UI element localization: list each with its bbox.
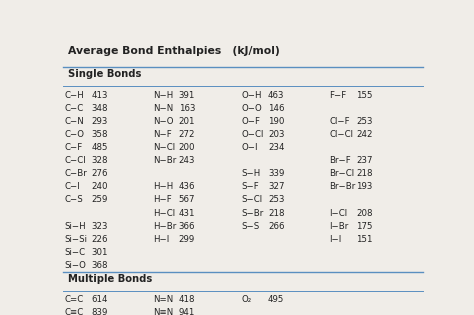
Text: 391: 391 xyxy=(179,91,195,100)
Text: 253: 253 xyxy=(356,117,373,126)
Text: 193: 193 xyxy=(356,182,373,191)
Text: 941: 941 xyxy=(179,308,195,315)
Text: 163: 163 xyxy=(179,104,195,113)
Text: 242: 242 xyxy=(356,130,373,139)
Text: 839: 839 xyxy=(91,308,108,315)
Text: Multiple Bonds: Multiple Bonds xyxy=(68,273,153,284)
Text: 328: 328 xyxy=(91,156,108,165)
Text: H−H: H−H xyxy=(153,182,173,191)
Text: 218: 218 xyxy=(356,169,373,178)
Text: 234: 234 xyxy=(268,143,284,152)
Text: I−I: I−I xyxy=(329,235,341,244)
Text: I−Cl: I−Cl xyxy=(329,209,347,218)
Text: 243: 243 xyxy=(179,156,195,165)
Text: 155: 155 xyxy=(356,91,373,100)
Text: N−H: N−H xyxy=(153,91,173,100)
Text: S−Cl: S−Cl xyxy=(241,195,262,204)
Text: 200: 200 xyxy=(179,143,195,152)
Text: 614: 614 xyxy=(91,295,108,304)
Text: O₂: O₂ xyxy=(241,295,251,304)
Text: C=C: C=C xyxy=(65,295,84,304)
Text: 175: 175 xyxy=(356,222,373,231)
Text: 327: 327 xyxy=(268,182,284,191)
Text: 237: 237 xyxy=(356,156,373,165)
Text: S−Br: S−Br xyxy=(241,209,264,218)
Text: Br−Br: Br−Br xyxy=(329,182,356,191)
Text: 208: 208 xyxy=(356,209,373,218)
Text: H−F: H−F xyxy=(153,195,172,204)
Text: Br−Cl: Br−Cl xyxy=(329,169,355,178)
Text: N−F: N−F xyxy=(153,130,172,139)
Text: H−Br: H−Br xyxy=(153,222,176,231)
Text: 190: 190 xyxy=(268,117,284,126)
Text: 463: 463 xyxy=(268,91,284,100)
Text: I−Br: I−Br xyxy=(329,222,348,231)
Text: Si−O: Si−O xyxy=(65,261,87,270)
Text: C−Cl: C−Cl xyxy=(65,156,86,165)
Text: O−F: O−F xyxy=(241,117,260,126)
Text: C−H: C−H xyxy=(65,91,84,100)
Text: S−H: S−H xyxy=(241,169,260,178)
Text: N−N: N−N xyxy=(153,104,173,113)
Text: 272: 272 xyxy=(179,130,195,139)
Text: Cl−F: Cl−F xyxy=(329,117,350,126)
Text: N=N: N=N xyxy=(153,295,173,304)
Text: Br−F: Br−F xyxy=(329,156,351,165)
Text: S−F: S−F xyxy=(241,182,259,191)
Text: 323: 323 xyxy=(91,222,108,231)
Text: C−Br: C−Br xyxy=(65,169,88,178)
Text: 567: 567 xyxy=(179,195,195,204)
Text: C−S: C−S xyxy=(65,195,83,204)
Text: C−I: C−I xyxy=(65,182,81,191)
Text: 418: 418 xyxy=(179,295,195,304)
Text: Si−Si: Si−Si xyxy=(65,235,88,244)
Text: S−S: S−S xyxy=(241,222,259,231)
Text: Average Bond Enthalpies   (kJ/mol): Average Bond Enthalpies (kJ/mol) xyxy=(68,46,280,56)
Text: 146: 146 xyxy=(268,104,284,113)
Text: Si−H: Si−H xyxy=(65,222,86,231)
Text: 226: 226 xyxy=(91,235,108,244)
Text: O−H: O−H xyxy=(241,91,262,100)
Text: F−F: F−F xyxy=(329,91,346,100)
Text: H−I: H−I xyxy=(153,235,169,244)
Text: Si−C: Si−C xyxy=(65,248,86,257)
Text: H−Cl: H−Cl xyxy=(153,209,175,218)
Text: 218: 218 xyxy=(268,209,284,218)
Text: 253: 253 xyxy=(268,195,284,204)
Text: 299: 299 xyxy=(179,235,195,244)
Text: 348: 348 xyxy=(91,104,108,113)
Text: 240: 240 xyxy=(91,182,108,191)
Text: C−N: C−N xyxy=(65,117,84,126)
Text: 413: 413 xyxy=(91,91,108,100)
Text: 259: 259 xyxy=(91,195,108,204)
Text: N−Br: N−Br xyxy=(153,156,176,165)
Text: 495: 495 xyxy=(268,295,284,304)
Text: C−F: C−F xyxy=(65,143,83,152)
Text: 266: 266 xyxy=(268,222,284,231)
Text: N≡N: N≡N xyxy=(153,308,173,315)
Text: 431: 431 xyxy=(179,209,195,218)
Text: C−C: C−C xyxy=(65,104,84,113)
Text: 301: 301 xyxy=(91,248,108,257)
Text: O−O: O−O xyxy=(241,104,262,113)
Text: 201: 201 xyxy=(179,117,195,126)
Text: 358: 358 xyxy=(91,130,108,139)
Text: 436: 436 xyxy=(179,182,195,191)
Text: 203: 203 xyxy=(268,130,284,139)
Text: 151: 151 xyxy=(356,235,373,244)
Text: C−O: C−O xyxy=(65,130,85,139)
Text: N−Cl: N−Cl xyxy=(153,143,175,152)
Text: Single Bonds: Single Bonds xyxy=(68,69,142,79)
Text: 485: 485 xyxy=(91,143,108,152)
Text: 293: 293 xyxy=(91,117,108,126)
Text: 368: 368 xyxy=(91,261,108,270)
Text: N−O: N−O xyxy=(153,117,173,126)
Text: 366: 366 xyxy=(179,222,195,231)
Text: 339: 339 xyxy=(268,169,284,178)
Text: 276: 276 xyxy=(91,169,108,178)
Text: Cl−Cl: Cl−Cl xyxy=(329,130,353,139)
Text: O−I: O−I xyxy=(241,143,257,152)
Text: C≡C: C≡C xyxy=(65,308,84,315)
Text: O−Cl: O−Cl xyxy=(241,130,264,139)
